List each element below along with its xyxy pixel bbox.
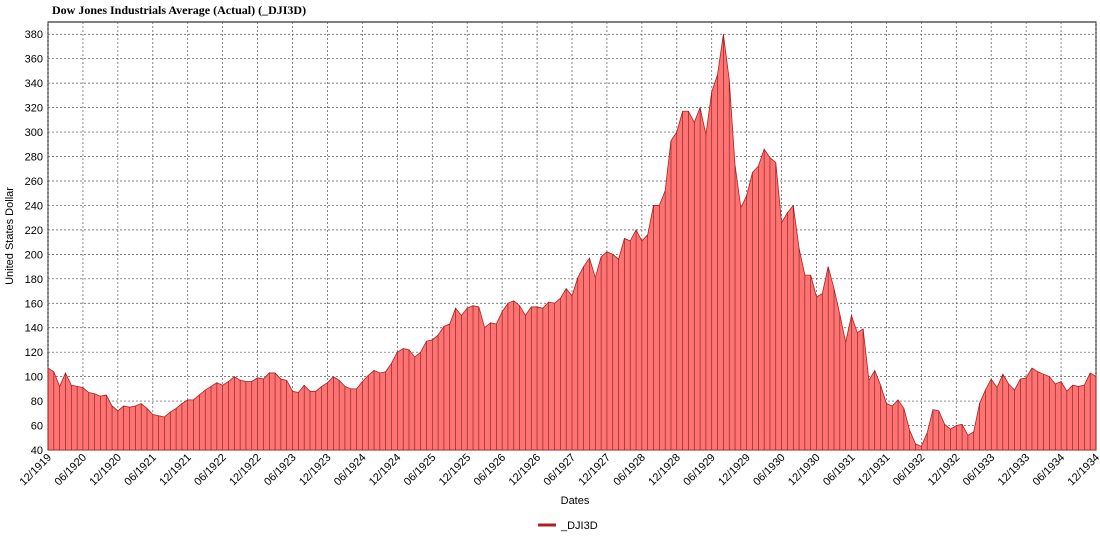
y-tick-label: 40 (31, 445, 43, 457)
y-axis-label: United States Dollar (4, 187, 16, 285)
x-tick-label: 06/1922 (192, 452, 229, 489)
x-tick-label: 06/1928 (611, 452, 648, 489)
y-tick-label: 160 (25, 298, 43, 310)
x-tick-label: 12/1922 (227, 452, 264, 489)
y-tick-label: 200 (25, 249, 43, 261)
x-tick-label: 06/1924 (332, 452, 369, 489)
x-tick-label: 06/1925 (402, 452, 439, 489)
x-tick-label: 12/1920 (87, 452, 124, 489)
y-tick-label: 100 (25, 372, 43, 384)
x-tick-label: 12/1933 (996, 452, 1033, 489)
y-tick-label: 280 (25, 152, 43, 164)
y-tick-label: 240 (25, 200, 43, 212)
x-tick-label: 06/1933 (961, 452, 998, 489)
x-tick-label: 06/1927 (542, 452, 579, 489)
x-tick-label: 06/1929 (681, 452, 718, 489)
x-tick-label: 12/1930 (786, 452, 823, 489)
x-tick-label: 12/1932 (926, 452, 963, 489)
x-tick-label: 12/1927 (576, 452, 613, 489)
x-tick-label: 12/1934 (1066, 452, 1100, 489)
x-tick-label: 06/1921 (122, 452, 159, 489)
x-tick-label: 12/1925 (437, 452, 474, 489)
y-tick-label: 260 (25, 176, 43, 188)
y-tick-label: 120 (25, 347, 43, 359)
y-tick-label: 220 (25, 225, 43, 237)
y-tick-label: 180 (25, 274, 43, 286)
x-tick-label: 12/1924 (367, 452, 404, 489)
x-tick-label: 12/1926 (507, 452, 544, 489)
x-tick-label: 12/1921 (157, 452, 194, 489)
x-axis-label: Dates (561, 495, 590, 507)
x-tick-label: 12/1929 (716, 452, 753, 489)
y-tick-label: 320 (25, 103, 43, 115)
x-tick-label: 12/1928 (646, 452, 683, 489)
x-tick-label: 06/1923 (262, 452, 299, 489)
x-tick-label: 06/1931 (821, 452, 858, 489)
y-tick-label: 380 (25, 29, 43, 41)
x-tick-label: 12/1931 (856, 452, 893, 489)
y-tick-label: 340 (25, 78, 43, 90)
x-tick-label: 12/1919 (18, 452, 55, 489)
x-tick-label: 06/1930 (751, 452, 788, 489)
x-tick-label: 06/1920 (52, 452, 89, 489)
x-tick-label: 12/1923 (297, 452, 334, 489)
x-tick-label: 06/1934 (1031, 452, 1068, 489)
y-tick-label: 60 (31, 421, 43, 433)
x-tick-label: 06/1926 (472, 452, 509, 489)
chart-title: Dow Jones Industrials Average (Actual) (… (52, 3, 306, 17)
legend-label: _DJI3D (560, 520, 598, 532)
y-tick-label: 360 (25, 54, 43, 66)
y-tick-label: 300 (25, 127, 43, 139)
y-tick-label: 80 (31, 396, 43, 408)
x-tick-label: 06/1932 (891, 452, 928, 489)
y-tick-label: 140 (25, 323, 43, 335)
